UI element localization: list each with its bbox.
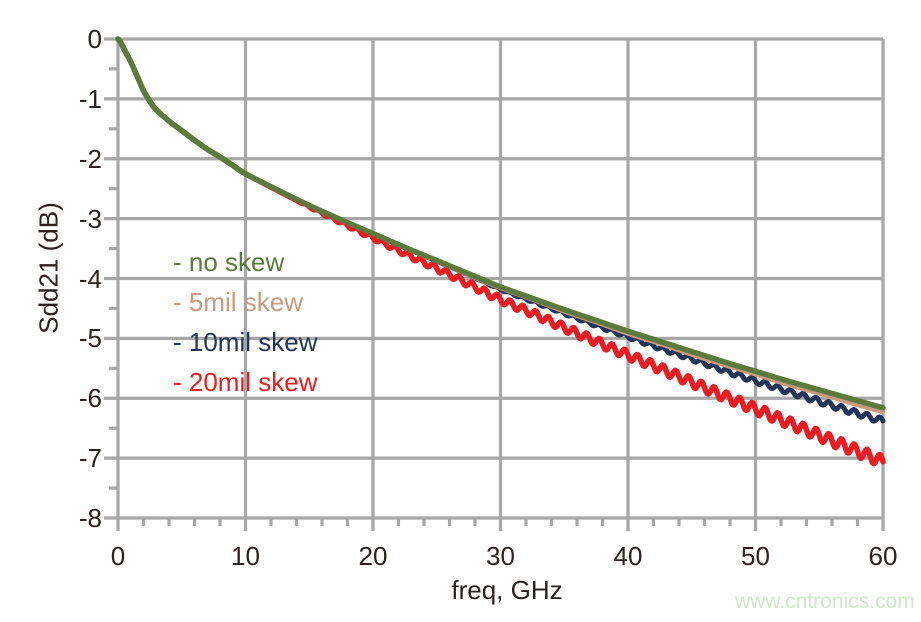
x-axis-label: freq, GHz: [451, 575, 563, 605]
y-tick-label: -3: [78, 203, 102, 234]
x-tick-label: 10: [231, 541, 260, 571]
y-axis-label: Sdd21 (dB): [33, 202, 64, 334]
x-tick-label: 0: [110, 541, 126, 571]
legend-item-10mil-skew: - 10mil skew: [173, 327, 318, 357]
x-tick-label: 20: [358, 541, 388, 571]
y-tick-label: -5: [78, 323, 102, 354]
y-tick-label: -4: [78, 263, 102, 294]
y-tick-label: -7: [78, 443, 102, 474]
y-tick-label: 0: [87, 24, 102, 54]
watermark-text: www.cntronics.com: [735, 590, 915, 613]
series-no-skew: [115, 36, 886, 411]
x-tick-label: 50: [741, 541, 770, 571]
x-tick-label: 40: [613, 541, 643, 571]
y-tick-label: -1: [78, 83, 102, 114]
legend-item-20mil-skew: - 20mil skew: [173, 367, 318, 397]
x-tick-label: 60: [868, 541, 898, 571]
y-tick-label: -8: [78, 503, 102, 533]
legend-item-5mil-skew: - 5mil skew: [173, 287, 304, 317]
y-tick-label: -2: [78, 143, 102, 174]
x-tick-label: 30: [486, 541, 515, 571]
legend-item-no-skew: - no skew: [173, 247, 285, 277]
y-tick-label: -6: [78, 383, 102, 414]
legend: - no skew - 5mil skew - 10mil skew - 20mil …: [173, 242, 317, 402]
